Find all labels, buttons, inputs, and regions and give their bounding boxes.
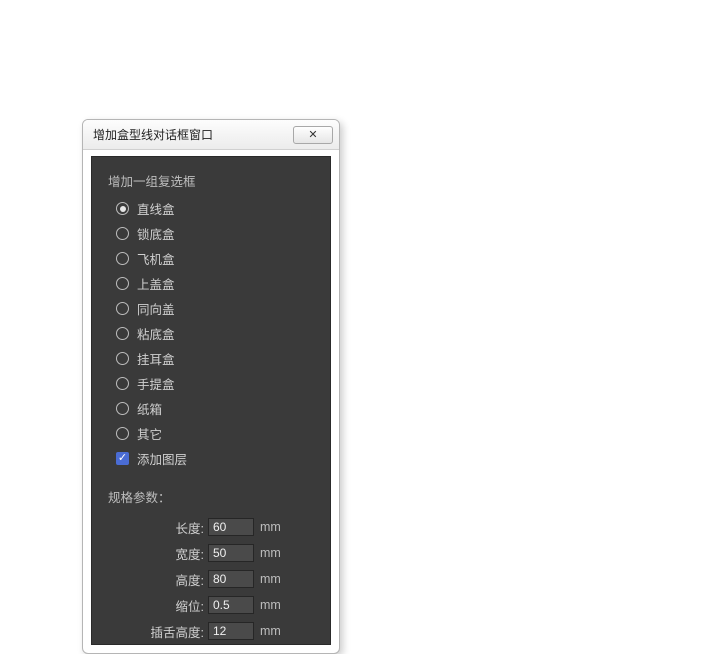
param-name: 插舌高度: [108, 622, 208, 641]
param-unit: mm [260, 546, 281, 560]
options-group-label: 增加一组复选框 [108, 171, 314, 190]
option-label: 锁底盒 [137, 224, 175, 243]
box-dialog: 增加盒型线对话框窗口 ✕ 增加一组复选框 直线盒锁底盒飞机盒上盖盒同向盖粘底盒挂… [82, 119, 340, 654]
option-label: 挂耳盒 [137, 349, 175, 368]
param-row-1: 宽度: mm [108, 542, 314, 564]
param-row-4: 插舌高度: mm [108, 620, 314, 642]
box-type-option-0[interactable]: 直线盒 [116, 198, 314, 219]
close-button[interactable]: ✕ [293, 126, 333, 144]
param-row-2: 高度: mm [108, 568, 314, 590]
radio-icon [116, 227, 129, 240]
param-input-4[interactable] [208, 622, 254, 640]
box-type-option-3[interactable]: 上盖盒 [116, 273, 314, 294]
param-unit: mm [260, 624, 281, 638]
radio-icon [116, 327, 129, 340]
box-type-option-5[interactable]: 粘底盒 [116, 323, 314, 344]
option-label: 上盖盒 [137, 274, 175, 293]
dialog-body: 增加一组复选框 直线盒锁底盒飞机盒上盖盒同向盖粘底盒挂耳盒手提盒纸箱其它 ✓ 添… [91, 156, 331, 645]
box-type-option-4[interactable]: 同向盖 [116, 298, 314, 319]
box-type-option-9[interactable]: 其它 [116, 423, 314, 444]
add-layer-label: 添加图层 [137, 449, 187, 468]
param-name: 高度: [108, 570, 208, 589]
box-type-option-7[interactable]: 手提盒 [116, 373, 314, 394]
param-input-2[interactable] [208, 570, 254, 588]
dialog-titlebar[interactable]: 增加盒型线对话框窗口 ✕ [83, 120, 339, 150]
box-type-option-8[interactable]: 纸箱 [116, 398, 314, 419]
radio-icon [116, 202, 129, 215]
param-name: 长度: [108, 518, 208, 537]
dialog-title: 增加盒型线对话框窗口 [93, 126, 213, 143]
radio-icon [116, 427, 129, 440]
param-unit: mm [260, 598, 281, 612]
params-list: 长度:mm宽度:mm高度:mm缩位:mm插舌高度:mm粘口宽度:mm [108, 516, 314, 645]
option-label: 粘底盒 [137, 324, 175, 343]
param-unit: mm [260, 520, 281, 534]
option-label: 其它 [137, 424, 162, 443]
box-type-option-6[interactable]: 挂耳盒 [116, 348, 314, 369]
option-label: 手提盒 [137, 374, 175, 393]
radio-icon [116, 377, 129, 390]
options-list: 直线盒锁底盒飞机盒上盖盒同向盖粘底盒挂耳盒手提盒纸箱其它 [108, 198, 314, 444]
box-type-option-2[interactable]: 飞机盒 [116, 248, 314, 269]
radio-icon [116, 352, 129, 365]
option-label: 直线盒 [137, 199, 175, 218]
param-input-0[interactable] [208, 518, 254, 536]
radio-icon [116, 302, 129, 315]
param-name: 宽度: [108, 544, 208, 563]
option-label: 纸箱 [137, 399, 162, 418]
checkbox-icon: ✓ [116, 452, 129, 465]
add-layer-checkbox-row[interactable]: ✓ 添加图层 [116, 448, 314, 469]
param-input-1[interactable] [208, 544, 254, 562]
param-row-0: 长度: mm [108, 516, 314, 538]
param-unit: mm [260, 572, 281, 586]
option-label: 同向盖 [137, 299, 175, 318]
radio-icon [116, 277, 129, 290]
radio-icon [116, 402, 129, 415]
option-label: 飞机盒 [137, 249, 175, 268]
param-name: 缩位: [108, 596, 208, 615]
radio-icon [116, 252, 129, 265]
params-group-label: 规格参数： [108, 487, 314, 506]
box-type-option-1[interactable]: 锁底盒 [116, 223, 314, 244]
close-icon: ✕ [308, 128, 317, 141]
param-row-3: 缩位: mm [108, 594, 314, 616]
param-input-3[interactable] [208, 596, 254, 614]
